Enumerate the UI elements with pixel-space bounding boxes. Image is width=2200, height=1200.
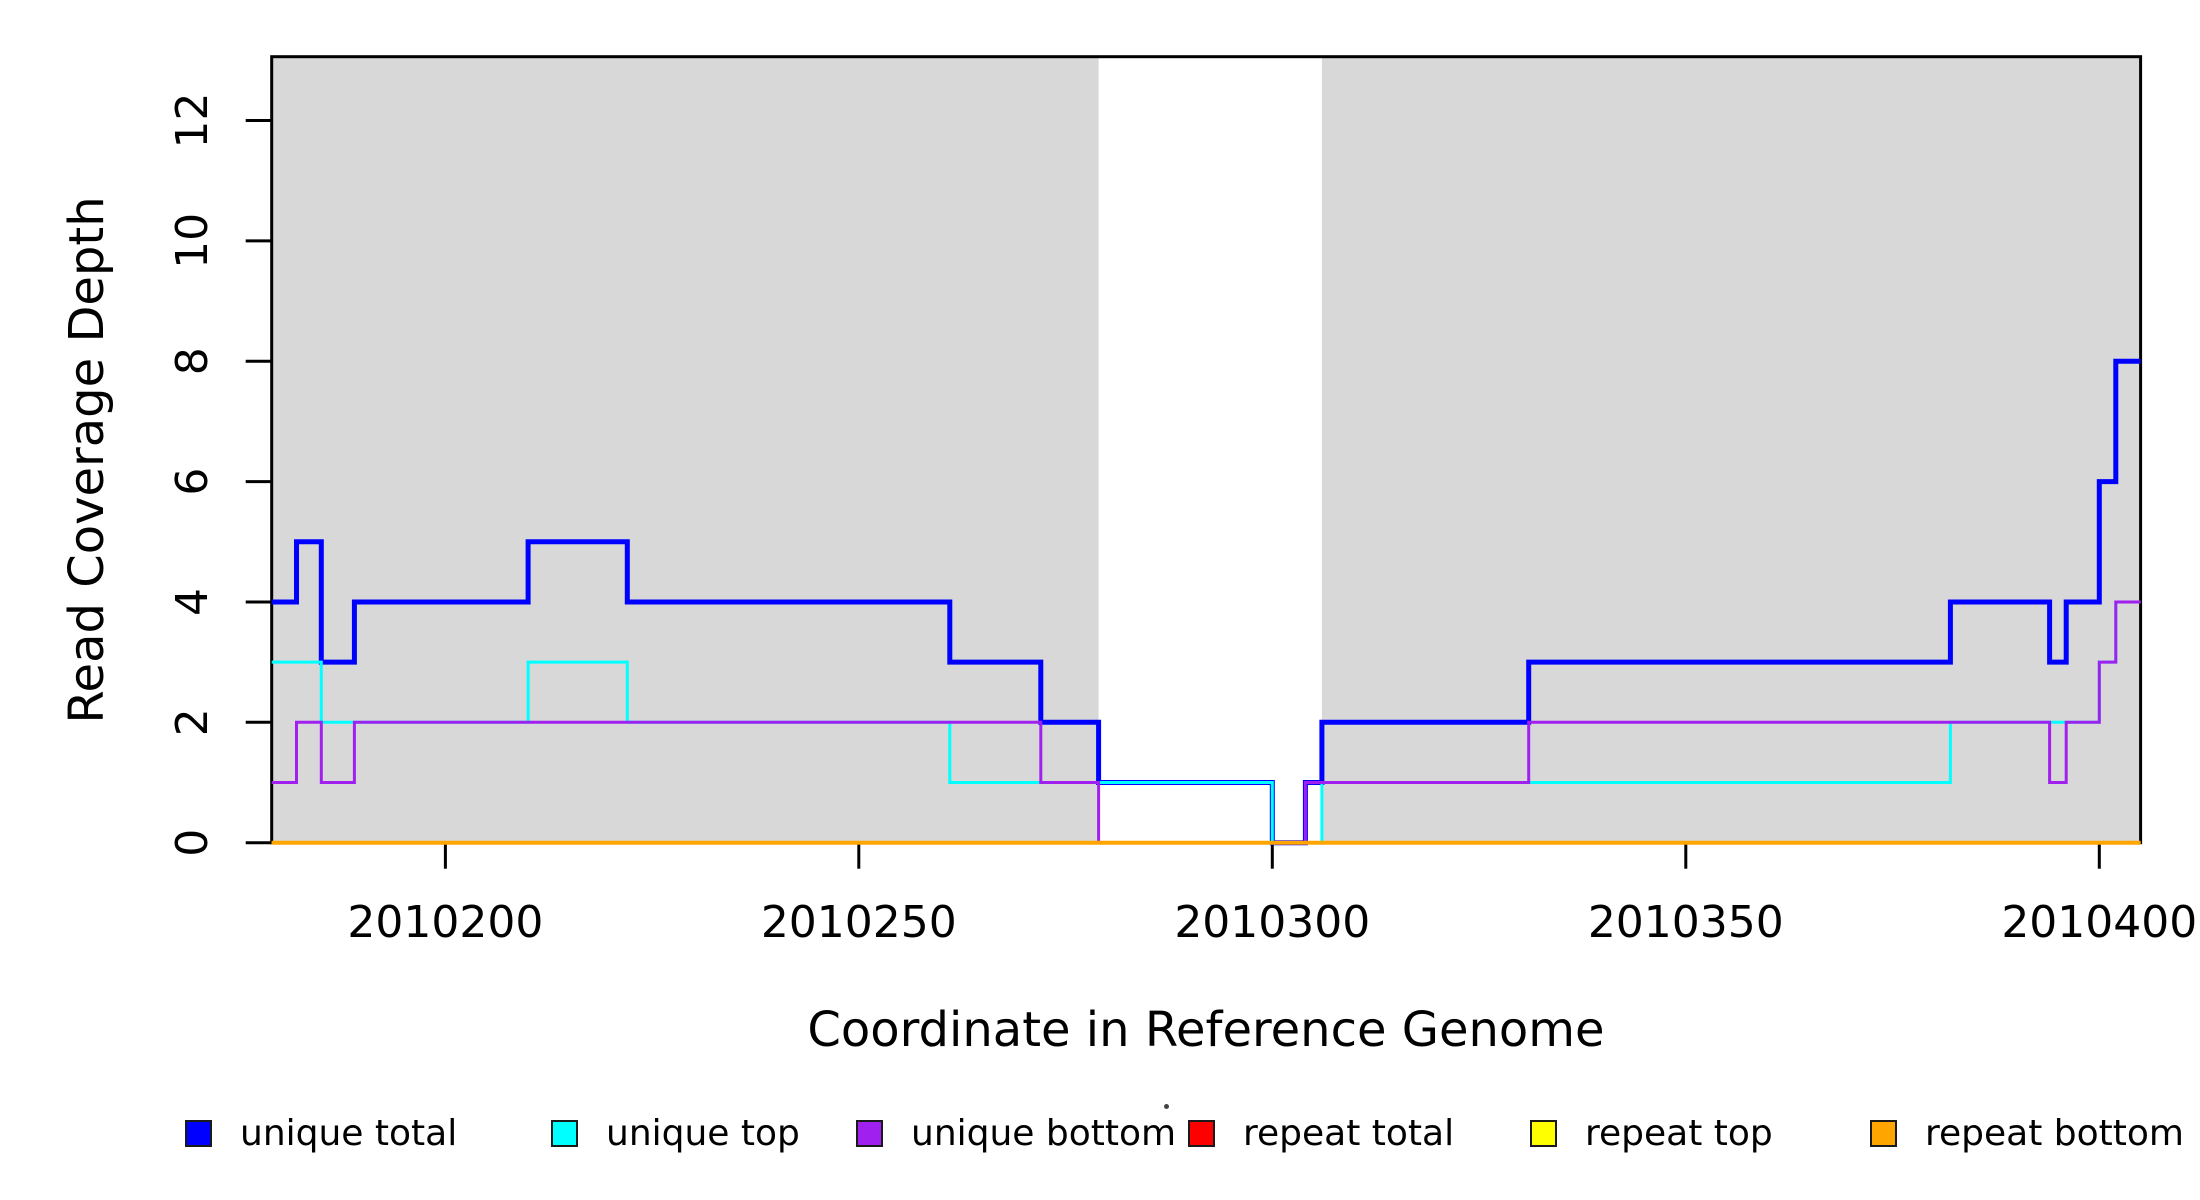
legend-swatch-repeat-total [1188, 1119, 1215, 1147]
x-axis-tick-label: 2010200 [347, 897, 543, 948]
legend-label: unique bottom [911, 1112, 1177, 1154]
legend-label: unique top [606, 1112, 800, 1154]
y-axis-tick-label: 0 [167, 829, 218, 857]
legend-item-repeat-total: repeat total [1188, 1107, 1454, 1159]
x-axis-tick-label: 2010350 [1588, 897, 1784, 948]
x-axis-tick-label: 2010400 [2001, 897, 2197, 948]
legend-label: repeat total [1243, 1112, 1455, 1154]
legend-swatch-unique-total [185, 1119, 212, 1147]
legend-swatch-unique-top [551, 1119, 578, 1147]
legend-item-unique-bottom: unique bottom [856, 1107, 1176, 1159]
y-axis-tick-label: 4 [167, 588, 218, 616]
y-axis-tick-label: 12 [167, 93, 218, 149]
legend-item-unique-total: unique total [185, 1107, 457, 1159]
legend-label: repeat top [1585, 1112, 1773, 1154]
legend-label: unique total [240, 1112, 458, 1154]
y-axis-tick-label: 10 [167, 213, 218, 269]
shaded-region [1321, 56, 2141, 843]
shaded-region [271, 56, 1099, 843]
legend-item-repeat-top: repeat top [1530, 1107, 1773, 1159]
y-axis-title: Read Coverage Depth [59, 196, 115, 724]
legend-item-unique-top: unique top [551, 1107, 800, 1159]
x-axis-tick-label: 2010300 [1174, 897, 1370, 948]
legend-swatch-repeat-bottom [1870, 1119, 1897, 1147]
x-axis-title: Coordinate in Reference Genome [807, 1002, 1605, 1058]
legend-label: repeat bottom [1925, 1112, 2184, 1154]
series-unique-bottom [271, 600, 2141, 845]
y-axis-tick-label: 2 [167, 708, 218, 736]
legend: unique total unique top unique bottom repea… [0, 1107, 2200, 1159]
legend-swatch-repeat-top [1530, 1119, 1557, 1147]
y-axis-tick-label: 6 [167, 468, 218, 496]
legend-item-repeat-bottom: repeat bottom [1870, 1107, 2184, 1159]
x-axis-tick-label: 2010250 [761, 897, 957, 948]
legend-swatch-unique-bottom [856, 1119, 883, 1147]
legend-separator-dot [1164, 1104, 1169, 1109]
y-axis-tick-label: 8 [167, 347, 218, 375]
